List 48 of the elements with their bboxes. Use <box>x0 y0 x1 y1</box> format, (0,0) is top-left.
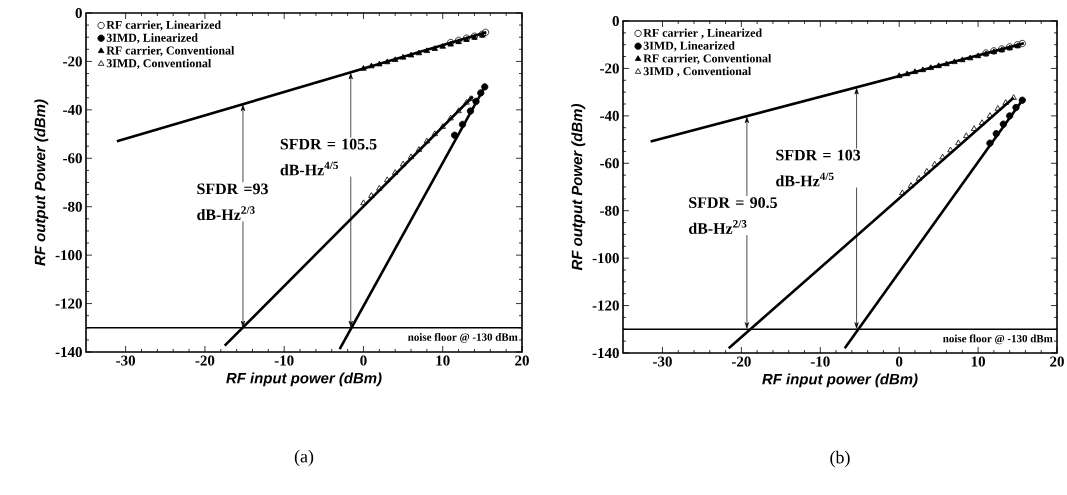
legend-label: RF carrier , Linearized <box>643 28 762 39</box>
x-tick-label: -10 <box>810 356 830 367</box>
text: (b) <box>830 450 850 468</box>
annotation: SFDR = 105.5 dB-Hz$^{4/5}$ <box>280 138 377 176</box>
annotation: SFDR = 103 dB-Hz$^{4/5}$ <box>776 149 861 187</box>
y-tick-label: -20 <box>63 56 82 67</box>
y-tick-label: -80 <box>63 201 82 212</box>
y-tick-label: 0 <box>612 15 619 27</box>
x-tick-label: -30 <box>653 356 672 367</box>
annotation: SFDR = 90.5 dB-Hz$^{2/3}$ <box>688 197 777 234</box>
legend-label: RF carrier, Conventional <box>106 46 235 57</box>
text: (a) <box>294 449 314 467</box>
y-tick-label: -120 <box>55 298 82 309</box>
y-tick-label: -60 <box>600 158 619 169</box>
y-tick-label: -140 <box>592 347 619 359</box>
y-tick-label: -80 <box>600 205 619 216</box>
y-tick-label: 0 <box>75 7 82 19</box>
x-tick-label: -20 <box>731 356 751 367</box>
x-tick-label: 10 <box>436 355 450 366</box>
y-tick-label: -140 <box>55 346 82 358</box>
ref-line-label: noise floor @ -130 dBm <box>943 334 1053 345</box>
y-tick-label: -60 <box>63 153 82 164</box>
y-tick-label: -40 <box>63 104 82 115</box>
y-axis-title: RF output Power (dBm) <box>571 104 586 271</box>
x-tick-label: -30 <box>116 355 136 366</box>
legend-label: RF carrier, Linearized <box>106 20 221 31</box>
x-tick-label: 20 <box>515 355 529 366</box>
legend-label: 3IMD, Conventional <box>106 58 212 70</box>
y-tick-label: -100 <box>55 250 82 261</box>
y-tick-label: -120 <box>592 300 619 311</box>
x-axis-title: RF input power (dBm) <box>226 372 382 387</box>
ref-line-label: noise floor @ -130 dBm <box>408 332 518 343</box>
legend-label: 3IMD, Linearized <box>643 41 735 52</box>
y-tick-label: -20 <box>600 63 619 74</box>
legend-label: 3IMD, Linearized <box>106 33 198 44</box>
x-tick-label: 20 <box>1050 356 1064 367</box>
y-axis-title: RF output Power (dBm) <box>34 99 49 266</box>
legend-label: 3IMD , Conventional <box>643 66 751 77</box>
x-tick-label: -20 <box>195 355 215 366</box>
x-tick-label: 0 <box>360 355 367 366</box>
x-axis-title: RF input power (dBm) <box>762 373 918 388</box>
annotation: SFDR =93 dB-Hz$^{2/3}$ <box>197 183 268 221</box>
x-tick-label: -10 <box>274 355 294 366</box>
y-tick-label: -40 <box>600 110 619 121</box>
x-tick-label: 0 <box>896 356 903 367</box>
x-tick-label: 10 <box>971 356 985 367</box>
y-tick-label: -100 <box>592 253 619 264</box>
legend-label: RF carrier, Conventional <box>643 54 772 65</box>
